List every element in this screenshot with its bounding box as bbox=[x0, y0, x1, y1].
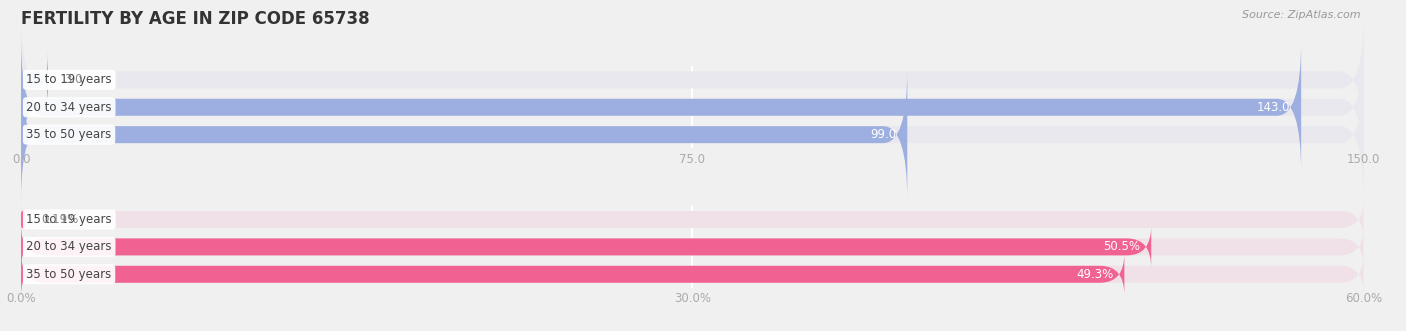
Text: FERTILITY BY AGE IN ZIP CODE 65738: FERTILITY BY AGE IN ZIP CODE 65738 bbox=[21, 10, 370, 28]
FancyBboxPatch shape bbox=[21, 42, 1364, 173]
Text: 20 to 34 years: 20 to 34 years bbox=[27, 240, 112, 254]
FancyBboxPatch shape bbox=[21, 15, 1364, 145]
Text: Source: ZipAtlas.com: Source: ZipAtlas.com bbox=[1243, 10, 1361, 20]
Text: 3.0: 3.0 bbox=[65, 73, 83, 86]
Text: 20 to 34 years: 20 to 34 years bbox=[27, 101, 112, 114]
Text: 49.3%: 49.3% bbox=[1077, 268, 1114, 281]
FancyBboxPatch shape bbox=[21, 69, 907, 200]
Text: 143.0: 143.0 bbox=[1257, 101, 1291, 114]
Text: 50.5%: 50.5% bbox=[1104, 240, 1140, 254]
Text: 15 to 19 years: 15 to 19 years bbox=[27, 73, 112, 86]
FancyBboxPatch shape bbox=[21, 253, 1364, 295]
Text: 0.19%: 0.19% bbox=[41, 213, 79, 226]
FancyBboxPatch shape bbox=[21, 211, 25, 228]
Text: 35 to 50 years: 35 to 50 years bbox=[27, 128, 111, 141]
FancyBboxPatch shape bbox=[21, 253, 1125, 295]
FancyBboxPatch shape bbox=[21, 226, 1364, 268]
FancyBboxPatch shape bbox=[21, 51, 48, 108]
FancyBboxPatch shape bbox=[21, 69, 1364, 200]
FancyBboxPatch shape bbox=[21, 199, 1364, 241]
Text: 99.0: 99.0 bbox=[870, 128, 897, 141]
Text: 35 to 50 years: 35 to 50 years bbox=[27, 268, 111, 281]
FancyBboxPatch shape bbox=[21, 42, 1301, 173]
FancyBboxPatch shape bbox=[21, 226, 1152, 268]
Text: 15 to 19 years: 15 to 19 years bbox=[27, 213, 112, 226]
